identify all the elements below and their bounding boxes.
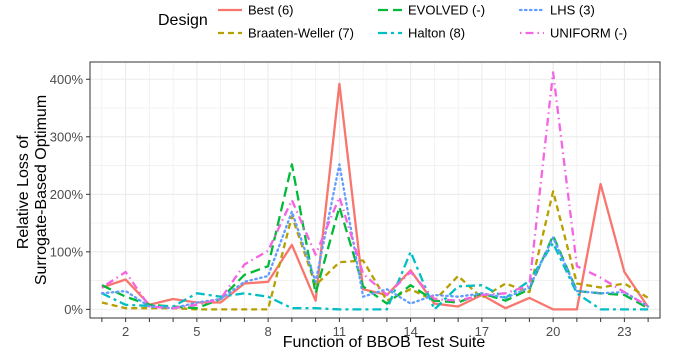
series-line-2 xyxy=(101,190,649,311)
y-axis-title-line-2: Surrogate-Based Optimum xyxy=(33,95,50,285)
legend-label: Halton (8) xyxy=(408,26,465,41)
y-tick-label: 200% xyxy=(50,187,84,202)
legend-item: Best (6) xyxy=(218,3,294,18)
plot-border xyxy=(89,61,661,319)
x-tick-label: 5 xyxy=(193,324,200,339)
legend-label: Best (6) xyxy=(248,3,294,18)
legend-item: LHS (3) xyxy=(518,3,595,18)
legend-item: Halton (8) xyxy=(378,26,465,41)
legend-label: LHS (3) xyxy=(550,3,595,18)
legend-item: UNIFORM (-) xyxy=(520,26,627,41)
legend-label: Braaten-Weller (7) xyxy=(248,26,354,41)
y-tick-label: 100% xyxy=(50,244,84,259)
y-tick-label: 0% xyxy=(64,302,83,317)
series-line-4 xyxy=(101,242,649,311)
x-tick-label: 17 xyxy=(475,324,489,339)
x-tick-label: 14 xyxy=(403,324,417,339)
y-tick-label: 300% xyxy=(50,129,84,144)
x-tick-label: 23 xyxy=(617,324,631,339)
plot-panel xyxy=(89,61,661,319)
legend-label: UNIFORM (-) xyxy=(550,26,627,41)
series-lines xyxy=(100,71,650,311)
series-line-5 xyxy=(100,163,650,310)
y-axis-title: Relative Loss of Surrogate-Based Optimum xyxy=(15,95,50,285)
legend-title: Design xyxy=(158,12,208,29)
y-axis-title-line-1: Relative Loss of xyxy=(15,135,32,249)
series-line-6 xyxy=(101,71,649,310)
x-axis: 2 5 8 11 14 17 20 23 xyxy=(101,318,649,339)
y-tick-label: 400% xyxy=(50,72,84,87)
x-axis-title: Function of BBOB Test Suite xyxy=(283,334,486,351)
series-line-1 xyxy=(101,82,650,311)
legend-label: EVOLVED (-) xyxy=(408,3,485,18)
x-tick-label: 20 xyxy=(546,324,560,339)
legend-item: EVOLVED (-) xyxy=(378,3,485,18)
plot-background xyxy=(90,62,660,318)
legend: Design Best (6) Braaten-Weller (7) EVOLVED… xyxy=(158,3,627,41)
x-tick-label: 8 xyxy=(265,324,272,339)
legend-item: Braaten-Weller (7) xyxy=(218,26,354,41)
y-axis: 0% 100% 200% 300% 400% xyxy=(50,72,90,317)
legend-items: Best (6) Braaten-Weller (7) EVOLVED (-) Hal… xyxy=(218,3,627,41)
x-tick-label: 2 xyxy=(122,324,129,339)
x-tick-label: 11 xyxy=(333,324,347,339)
